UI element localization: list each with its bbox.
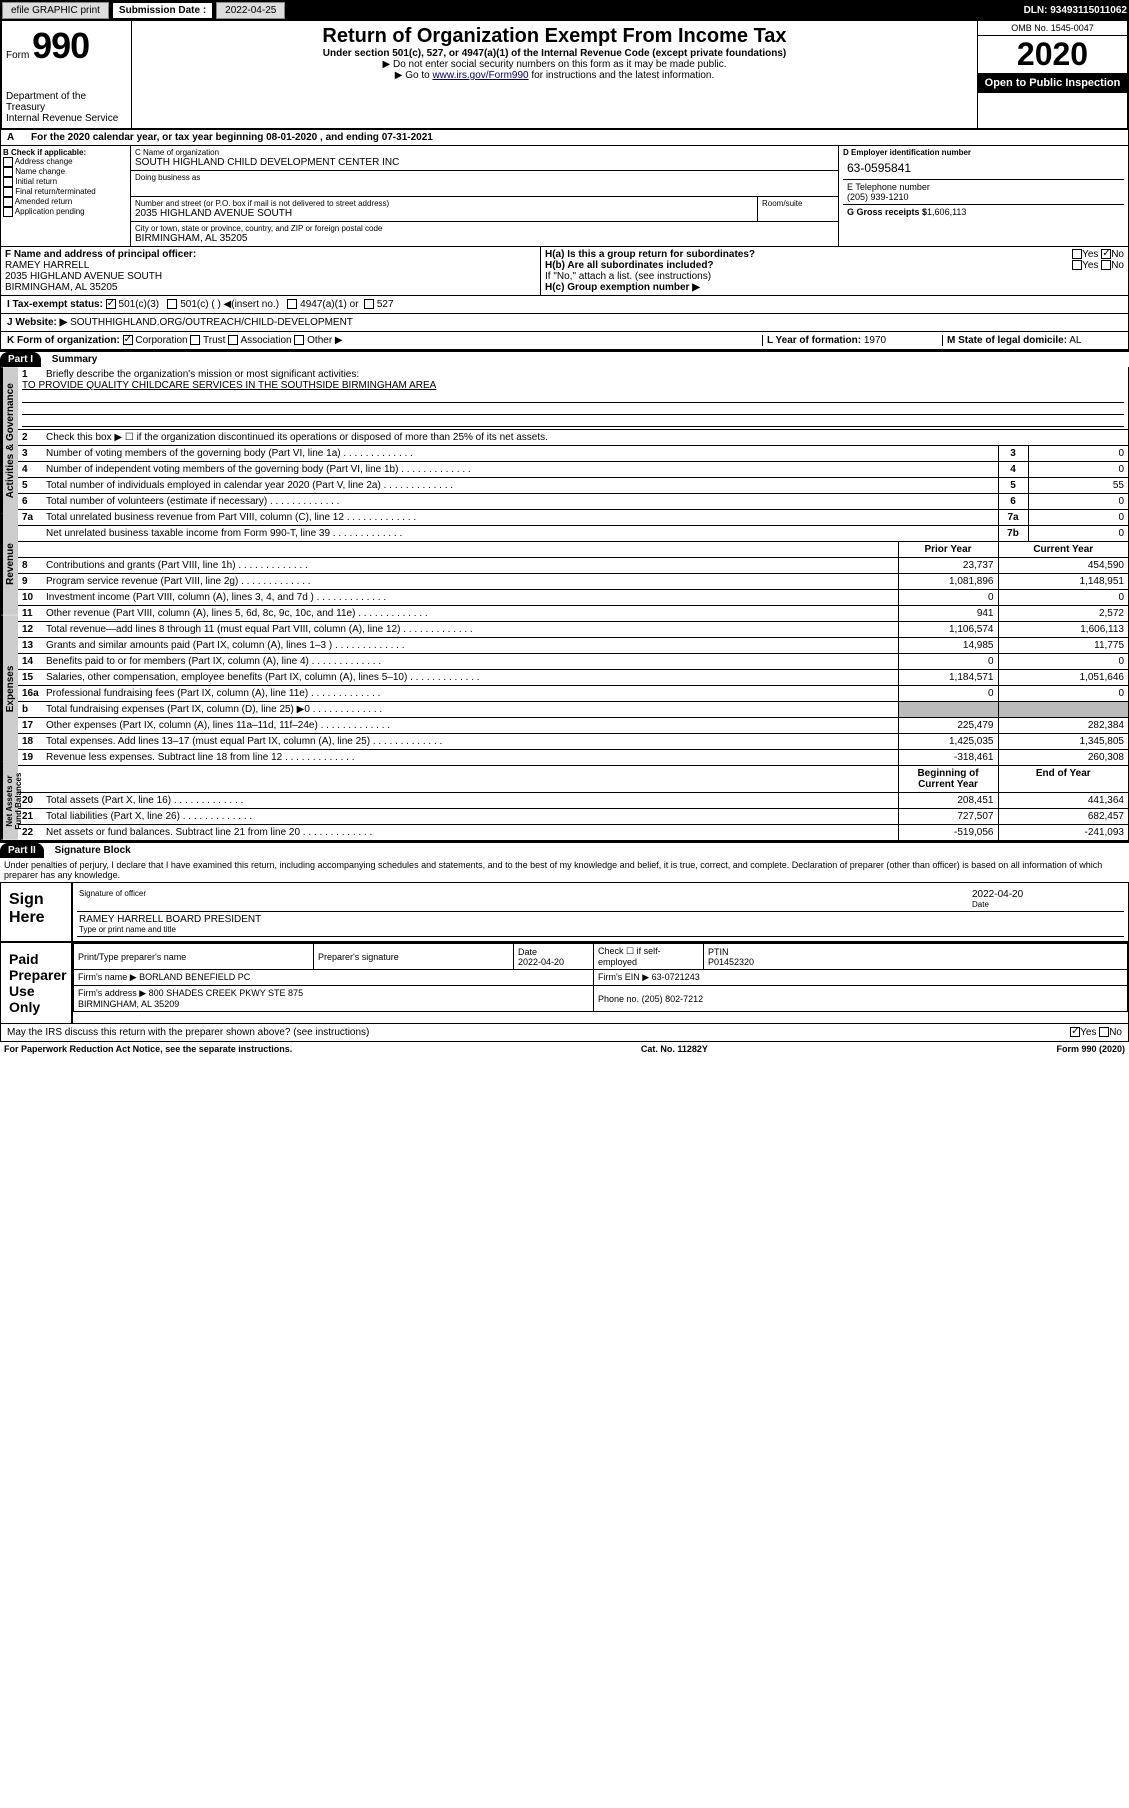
firm-name: BORLAND BENEFIELD PC: [139, 972, 250, 982]
submission-label: Submission Date :: [113, 3, 212, 18]
col-c: C Name of organization SOUTH HIGHLAND CH…: [131, 146, 838, 246]
part1-header: Part I: [0, 352, 41, 367]
open-public-badge: Open to Public Inspection: [978, 73, 1127, 93]
summary-table: 1Briefly describe the organization's mis…: [18, 367, 1128, 840]
part1-title: Summary: [44, 354, 98, 365]
officer-addr: 2035 HIGHLAND AVENUE SOUTH BIRMINGHAM, A…: [5, 271, 536, 293]
efile-button[interactable]: efile GRAPHIC print: [2, 2, 109, 19]
officer-signature-name: RAMEY HARRELL BOARD PRESIDENT: [79, 914, 1122, 925]
form-subtitle: Under section 501(c), 527, or 4947(a)(1)…: [136, 48, 973, 59]
form-title: Return of Organization Exempt From Incom…: [136, 25, 973, 48]
form-title-block: Return of Organization Exempt From Incom…: [132, 21, 977, 128]
form-right-block: OMB No. 1545-0047 2020 Open to Public In…: [977, 21, 1127, 128]
toolbar: efile GRAPHIC print Submission Date : 20…: [0, 0, 1129, 21]
org-name: SOUTH HIGHLAND CHILD DEVELOPMENT CENTER …: [135, 157, 834, 168]
form-word: Form: [6, 50, 29, 61]
ein: 63-0595841: [843, 157, 1124, 179]
footer: For Paperwork Reduction Act Notice, see …: [0, 1042, 1129, 1056]
irs-link[interactable]: www.irs.gov/Form990: [432, 70, 528, 81]
discuss-row: May the IRS discuss this return with the…: [0, 1024, 1129, 1042]
org-street: 2035 HIGHLAND AVENUE SOUTH: [135, 208, 753, 219]
tab-expenses: Expenses: [1, 615, 18, 762]
line-a: AFor the 2020 calendar year, or tax year…: [0, 130, 1129, 146]
ptin: P01452320: [708, 957, 754, 967]
form-instruct1: ▶ Do not enter social security numbers o…: [136, 59, 973, 70]
col-b: B Check if applicable: Address change Na…: [1, 146, 131, 246]
section-i: I Tax-exempt status: 501(c)(3) 501(c) ( …: [0, 296, 1129, 314]
gross-receipts: 1,606,113: [927, 207, 966, 217]
tab-netassets: Net Assets or Fund Balances: [1, 762, 18, 840]
form-instruct2: ▶ Go to www.irs.gov/Form990 for instruct…: [136, 70, 973, 81]
section-klm: K Form of organization: Corporation Trus…: [0, 332, 1129, 350]
section-fh: F Name and address of principal officer:…: [0, 247, 1129, 296]
omb-number: OMB No. 1545-0047: [978, 21, 1127, 36]
dept-label: Department of the Treasury: [6, 91, 127, 113]
mission-text: TO PROVIDE QUALITY CHILDCARE SERVICES IN…: [22, 380, 436, 391]
submission-date-button[interactable]: 2022-04-25: [216, 2, 285, 19]
sign-here-block: Sign Here Signature of officer 2022-04-2…: [0, 882, 1129, 942]
dln: DLN: 93493115011062: [1024, 5, 1127, 16]
col-d: D Employer identification number 63-0595…: [838, 146, 1128, 246]
form-number: 990: [32, 25, 89, 66]
form-id-block: Form 990 Department of the Treasury Inte…: [2, 21, 132, 128]
officer-name: RAMEY HARRELL: [5, 260, 536, 271]
website: SOUTHHIGHLAND.ORG/OUTREACH/CHILD-DEVELOP…: [70, 317, 353, 328]
irs-label: Internal Revenue Service: [6, 113, 127, 124]
part2-bar: Part II Signature Block: [0, 841, 1129, 858]
part1-bar: Part I Summary: [0, 350, 1129, 367]
section-j: J Website: ▶ SOUTHHIGHLAND.ORG/OUTREACH/…: [0, 314, 1129, 332]
firm-addr: 800 SHADES CREEK PKWY STE 875: [149, 988, 303, 998]
tax-year: 2020: [978, 36, 1127, 73]
phone: (205) 939-1210: [847, 192, 1120, 202]
part2-title: Signature Block: [47, 845, 131, 856]
org-city: BIRMINGHAM, AL 35205: [135, 233, 834, 244]
form-header: Form 990 Department of the Treasury Inte…: [0, 21, 1129, 130]
perjury-text: Under penalties of perjury, I declare th…: [0, 858, 1129, 882]
section-bcdeg: B Check if applicable: Address change Na…: [0, 146, 1129, 247]
paid-preparer-block: Paid Preparer Use Only Print/Type prepar…: [0, 942, 1129, 1024]
part1-content: Activities & Governance Revenue Expenses…: [0, 367, 1129, 841]
firm-phone: (205) 802-7212: [642, 994, 704, 1004]
tab-governance: Activities & Governance: [1, 367, 18, 514]
tab-revenue: Revenue: [1, 514, 18, 615]
firm-ein: 63-0721243: [652, 972, 700, 982]
part2-header: Part II: [0, 843, 44, 858]
